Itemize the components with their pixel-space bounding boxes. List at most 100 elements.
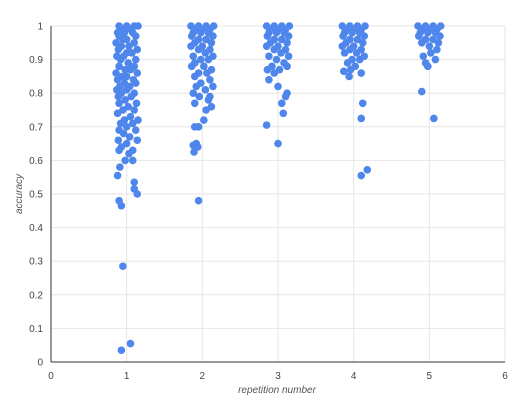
data-point xyxy=(116,163,124,171)
data-point xyxy=(125,133,134,141)
y-tick-label: 1 xyxy=(37,22,43,33)
data-point xyxy=(355,55,364,64)
x-tick-label: 6 xyxy=(502,371,508,382)
data-point xyxy=(200,116,208,124)
data-point xyxy=(133,136,142,145)
data-point xyxy=(115,146,123,155)
data-point xyxy=(339,32,347,40)
data-point xyxy=(117,346,126,355)
data-point xyxy=(424,28,432,37)
data-point xyxy=(272,55,281,64)
x-tick-label: 0 xyxy=(48,371,54,382)
data-point xyxy=(201,86,210,94)
data-points xyxy=(112,22,445,355)
data-point xyxy=(277,99,286,108)
data-point xyxy=(281,92,290,101)
data-point xyxy=(358,99,367,108)
data-point xyxy=(284,52,293,61)
data-point xyxy=(265,52,273,61)
data-point xyxy=(132,99,141,108)
y-tick-label: 0.6 xyxy=(29,156,43,167)
data-point xyxy=(121,65,129,74)
data-point xyxy=(209,82,217,91)
data-point xyxy=(357,171,366,180)
y-tick-label: 0 xyxy=(37,358,43,369)
data-point xyxy=(124,59,132,67)
y-tick-label: 0.9 xyxy=(29,55,43,66)
y-tick-label: 0.7 xyxy=(29,122,43,133)
data-point xyxy=(114,45,123,54)
data-point xyxy=(116,119,125,128)
y-tick-label: 0.5 xyxy=(29,190,43,201)
x-tick-label: 1 xyxy=(124,371,130,382)
data-point xyxy=(427,49,435,57)
data-point xyxy=(131,79,140,87)
data-point xyxy=(360,32,369,40)
data-point xyxy=(283,62,291,71)
data-point xyxy=(197,55,205,64)
data-point xyxy=(113,109,122,118)
data-point xyxy=(121,96,129,104)
data-point xyxy=(346,65,355,74)
data-point xyxy=(115,99,123,108)
data-point xyxy=(190,72,199,81)
data-point xyxy=(358,39,367,47)
tick-labels: 0 0.1 0.2 0.3 0.4 0.5 0.6 0.7 0.8 0.9 1 0 1 2 3 4 5 6 xyxy=(29,22,508,383)
y-tick-label: 0.3 xyxy=(29,257,43,268)
data-point xyxy=(425,42,434,50)
data-point xyxy=(200,62,208,71)
data-point xyxy=(348,28,356,37)
data-point xyxy=(189,52,198,61)
data-point xyxy=(417,87,426,96)
data-point xyxy=(115,62,123,71)
data-point xyxy=(133,69,142,77)
data-point xyxy=(190,99,199,108)
data-point xyxy=(207,39,216,47)
data-point xyxy=(192,82,201,91)
data-point xyxy=(125,42,133,50)
data-point xyxy=(119,129,128,138)
axes xyxy=(50,26,505,363)
y-tick-label: 0.1 xyxy=(29,324,43,335)
data-point xyxy=(116,55,125,64)
data-point xyxy=(433,45,441,54)
data-point xyxy=(187,62,196,71)
data-point xyxy=(122,123,131,131)
data-point xyxy=(434,39,443,47)
data-point xyxy=(128,49,136,57)
data-point xyxy=(352,49,361,57)
data-point xyxy=(431,55,440,64)
data-point xyxy=(270,45,279,54)
x-tick-label: 3 xyxy=(275,371,281,382)
data-point xyxy=(134,22,142,30)
data-point xyxy=(201,49,210,57)
data-point xyxy=(194,45,203,54)
data-point xyxy=(283,39,291,47)
data-point xyxy=(206,75,214,84)
data-point xyxy=(187,32,196,40)
data-point xyxy=(419,52,428,61)
data-point xyxy=(436,32,444,40)
data-point xyxy=(274,82,282,91)
data-point xyxy=(112,69,120,77)
data-point xyxy=(270,69,279,77)
data-point xyxy=(345,72,353,81)
data-point xyxy=(194,196,203,205)
x-tick-label: 5 xyxy=(427,371,433,382)
data-point xyxy=(338,42,347,50)
data-point xyxy=(119,262,127,271)
data-point xyxy=(204,96,213,104)
data-point xyxy=(131,32,140,40)
data-point xyxy=(343,59,352,67)
data-point xyxy=(363,166,372,174)
y-tick-label: 0.8 xyxy=(29,89,43,100)
data-point xyxy=(203,69,211,77)
data-point xyxy=(131,55,140,64)
data-point xyxy=(127,92,136,101)
data-point xyxy=(119,35,127,44)
data-point xyxy=(190,123,199,131)
data-point xyxy=(204,55,213,64)
x-axis-title: repetition number xyxy=(238,385,316,396)
data-point xyxy=(126,112,135,121)
